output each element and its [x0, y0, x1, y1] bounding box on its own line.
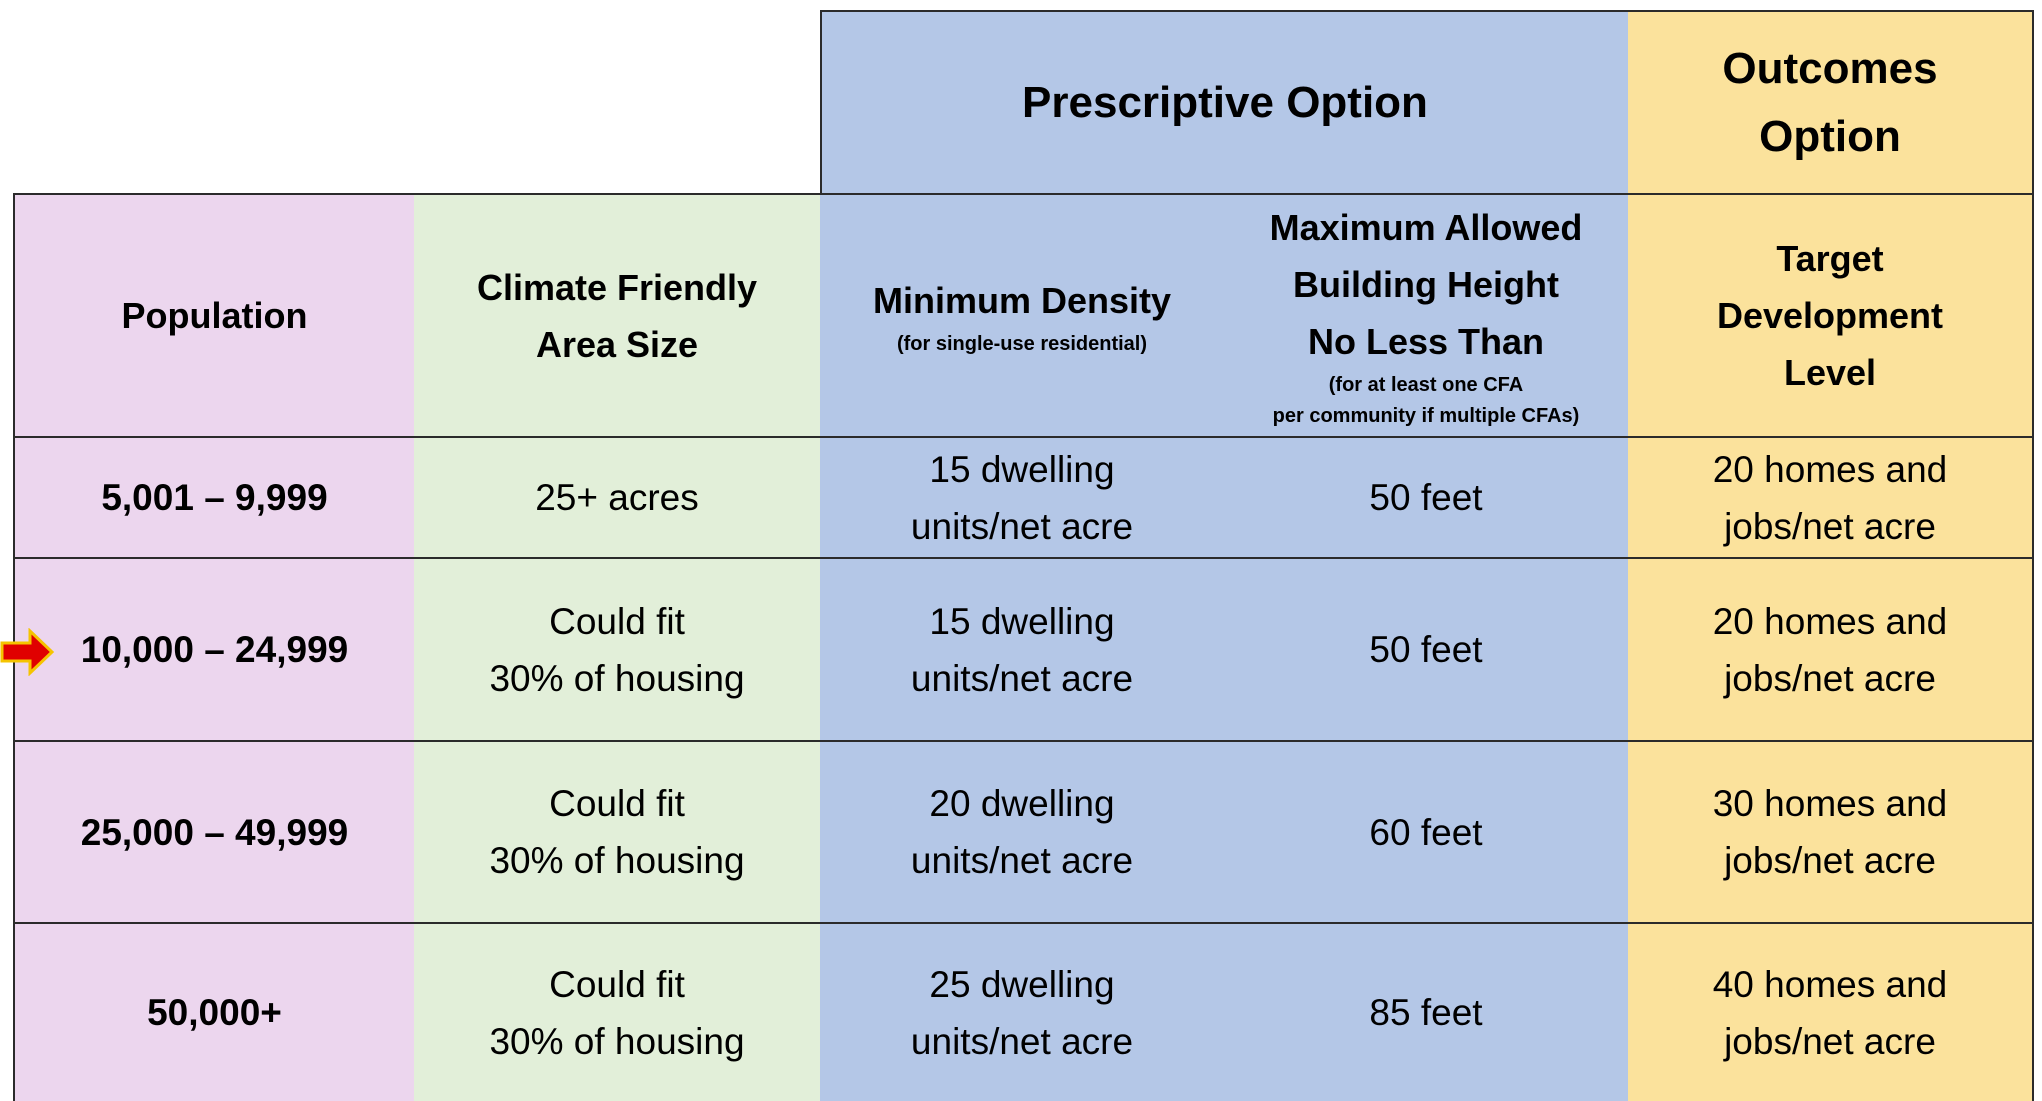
cell-text: 50 feet [1369, 629, 1483, 670]
table-cell: 20 homes and jobs/net acre [1628, 436, 2034, 557]
column-header-text: No Less Than [1307, 321, 1545, 362]
cell-text: units/net acre [910, 840, 1134, 881]
cell-text: 50,000+ [147, 992, 282, 1033]
table-cell: 15 dwelling units/net acre [820, 557, 1224, 740]
table-cell: 60 feet [1224, 740, 1628, 922]
cell-text: units/net acre [910, 1020, 1134, 1062]
column-header-text: Minimum Density [872, 279, 1172, 321]
group-header: Outcomes Option [1628, 10, 2034, 193]
cell-text: 25+ acres [535, 477, 699, 518]
cell-text: 50 feet [1369, 477, 1483, 518]
group-header-text: Outcomes [1722, 43, 1938, 93]
cell-text: 10,000 – 24,999 [80, 629, 349, 670]
cell-text: 60 feet [1369, 811, 1483, 853]
table-cell: 85 feet [1224, 922, 1628, 1101]
group-header: Prescriptive Option [820, 10, 1628, 193]
cell-text: 40 homes and [1712, 963, 1948, 1005]
table-cell: 5,001 – 9,999 [13, 436, 414, 557]
column-header: Climate Friendly Area Size [414, 193, 820, 436]
table-cell: 25 dwelling units/net acre [820, 922, 1224, 1101]
cell-text: 30% of housing [489, 657, 745, 699]
column-header-text: Population [121, 295, 308, 336]
cell-text: jobs/net acre [1724, 1020, 1936, 1062]
table-cell: 20 homes and jobs/net acre [1628, 557, 2034, 740]
column-header-text: Level [1783, 352, 1877, 393]
cell-text: 20 homes and [1712, 448, 1948, 490]
cell-text: 20 homes and [1712, 600, 1948, 642]
cell-text: 30 homes and [1712, 783, 1948, 824]
table-cell: 25+ acres [414, 436, 820, 557]
table-cell: 15 dwelling units/net acre [820, 436, 1224, 557]
column-header-text: Climate Friendly [476, 266, 758, 308]
cell-text: 25 dwelling [929, 963, 1115, 1005]
table-cell: 10,000 – 24,999 [13, 557, 414, 740]
cell-text: 30% of housing [489, 840, 745, 881]
table-cell: 50 feet [1224, 436, 1628, 557]
table-cell: Could fit 30% of housing [414, 740, 820, 922]
column-header-note: (for at least one CFA [1328, 374, 1524, 396]
cell-text: units/net acre [910, 505, 1134, 547]
cell-text: 5,001 – 9,999 [101, 477, 328, 518]
column-header-text: Target [1776, 238, 1884, 279]
column-header: Minimum Density (for single-use residenti… [820, 193, 1224, 436]
cell-text: units/net acre [910, 657, 1134, 699]
column-header: Maximum Allowed Building Height No Less Th… [1224, 193, 1628, 436]
cell-text: jobs/net acre [1724, 840, 1936, 881]
column-header-note: (for single-use residential) [896, 332, 1148, 355]
column-header-text: Building Height [1293, 264, 1559, 305]
cell-text: 15 dwelling [929, 448, 1115, 490]
cell-text: Could fit [549, 783, 685, 824]
table-cell: 30 homes and jobs/net acre [1628, 740, 2034, 922]
column-header: Target Development Level [1628, 193, 2034, 436]
cell-text: 25,000 – 49,999 [80, 811, 349, 853]
cell-text: 15 dwelling [929, 600, 1115, 642]
cell-text: jobs/net acre [1724, 657, 1936, 699]
column-header-text: Area Size [535, 323, 699, 365]
column-header: Population [13, 193, 414, 436]
row-indicator-arrow [0, 628, 55, 676]
column-header-text: Development [1716, 295, 1944, 336]
cell-text: Could fit [549, 600, 685, 642]
column-header-text: Maximum Allowed [1269, 207, 1583, 248]
cell-text: Could fit [549, 963, 685, 1005]
column-header-note: per community if multiple CFAs) [1272, 405, 1580, 427]
table-cell: Could fit 30% of housing [414, 557, 820, 740]
table-cell: 40 homes and jobs/net acre [1628, 922, 2034, 1101]
table-cell: 20 dwelling units/net acre [820, 740, 1224, 922]
table-cell: Could fit 30% of housing [414, 922, 820, 1101]
cell-text: 30% of housing [489, 1020, 745, 1062]
arrow-shape [0, 628, 55, 676]
cell-text: 20 dwelling [929, 783, 1115, 824]
group-header-text: Prescriptive Option [1022, 77, 1428, 127]
table-cell: 50,000+ [13, 922, 414, 1101]
cell-text: jobs/net acre [1724, 505, 1936, 547]
group-header-text: Option [1759, 111, 1901, 161]
table-cell: 25,000 – 49,999 [13, 740, 414, 922]
cell-text: 85 feet [1369, 992, 1483, 1033]
table-cell: 50 feet [1224, 557, 1628, 740]
